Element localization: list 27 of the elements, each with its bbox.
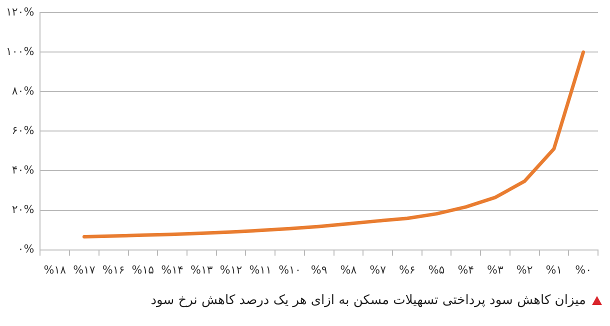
y-tick-label: ۶۰% (12, 124, 34, 138)
x-tick-label: %۸ (340, 263, 357, 276)
y-tick-label: ۱۰۰% (6, 44, 34, 58)
x-tick-label: %۰ (575, 263, 592, 276)
x-tick-label: %۴ (458, 263, 474, 276)
x-tick-label: %۷ (370, 263, 386, 276)
x-tick-label: %۱۲ (220, 263, 242, 276)
y-tick-label: ۱۲۰% (6, 5, 34, 18)
x-tick-label: %۶ (398, 263, 416, 276)
x-tick-label: %۵ (428, 263, 445, 276)
text: میزان کاهش سود پرداختی تسهیلات مسکن به ازای هر یک درصد کاهش نرخ سود (150, 293, 586, 308)
x-tick-label: %۳ (487, 263, 504, 276)
x-tick-label: %۱۳ (190, 263, 213, 276)
x-tick-label: %۱۴ (161, 263, 184, 276)
y-tick-label: ۸۰% (12, 84, 34, 98)
x-tick-label: %۱۰ (278, 263, 301, 276)
x-tick-label: %۱۸ (44, 263, 66, 276)
x-tick-label: %۱ (546, 263, 562, 276)
x-tick-label: %۲ (516, 263, 533, 276)
y-tick-label: ۲۰% (12, 203, 34, 216)
x-tick-label: %۱۶ (102, 263, 125, 276)
x-tick-label: %۱۵ (132, 263, 154, 276)
y-tick-label: ۰% (18, 242, 34, 256)
x-tick-label: %۱۷ (73, 263, 96, 276)
y-tick-label: ۴۰% (12, 164, 34, 177)
x-tick-label: %۹ (310, 263, 328, 276)
x-tick-label: %۱۱ (249, 263, 272, 276)
